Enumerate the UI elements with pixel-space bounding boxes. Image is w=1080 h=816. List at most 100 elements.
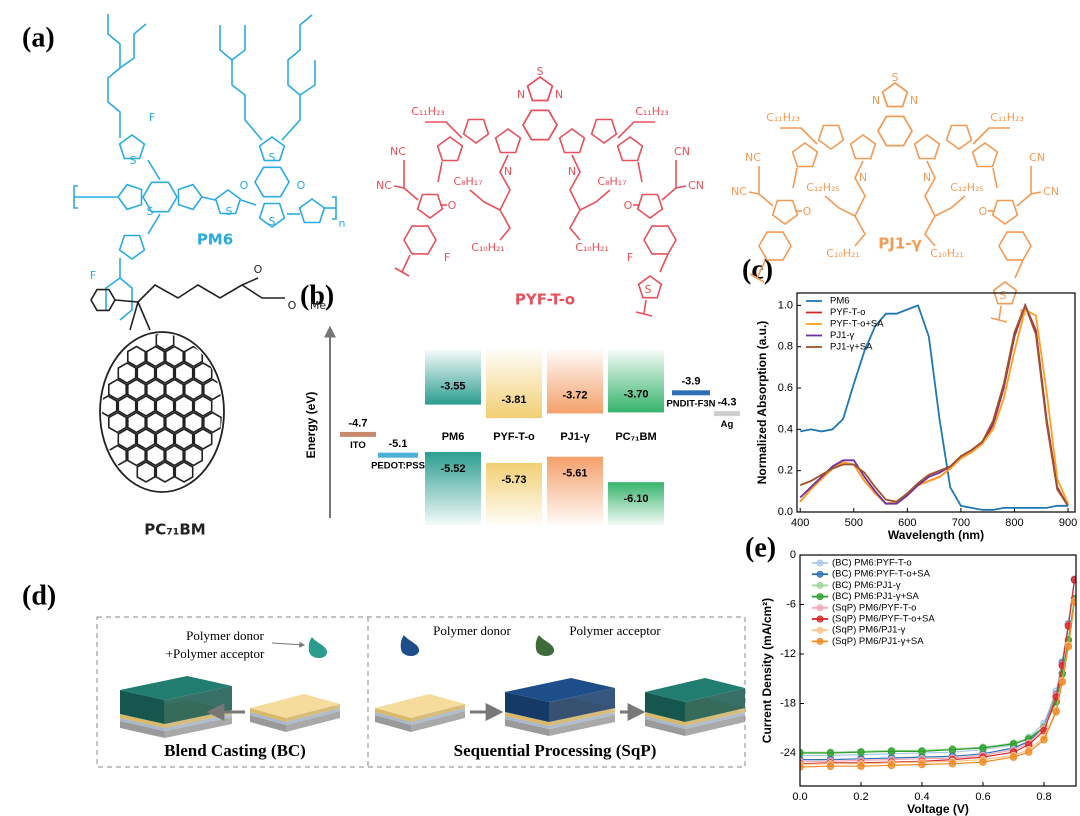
ring bbox=[174, 362, 194, 384]
bond bbox=[748, 191, 760, 195]
lumo-box bbox=[486, 350, 542, 419]
film-side bbox=[411, 704, 465, 722]
process-note: Polymer acceptor bbox=[569, 623, 661, 638]
panel-label: (e) bbox=[745, 532, 776, 563]
atom-label: O bbox=[254, 263, 263, 276]
y-tick-label: 0.4 bbox=[778, 423, 793, 435]
bond bbox=[332, 196, 337, 220]
x-tick-label: 0.8 bbox=[1036, 791, 1051, 803]
atom-label: CN bbox=[1043, 185, 1059, 198]
atom-label: O bbox=[240, 179, 249, 192]
ring bbox=[817, 124, 845, 150]
film-side bbox=[286, 708, 340, 725]
homo-box bbox=[547, 456, 603, 525]
lumo-box bbox=[425, 350, 481, 405]
bond bbox=[617, 121, 655, 139]
process-note: Polymer donor bbox=[433, 623, 511, 638]
ring bbox=[298, 198, 326, 224]
y-tick-label: 0.2 bbox=[778, 465, 793, 477]
ring bbox=[526, 76, 554, 102]
y-axis-label: Current Density (mA/cm²) bbox=[760, 598, 774, 743]
ring bbox=[165, 411, 184, 434]
ring bbox=[136, 428, 156, 450]
level-value: -4.7 bbox=[349, 417, 368, 429]
bond bbox=[758, 166, 774, 207]
homo-box bbox=[486, 462, 542, 525]
level-name: ITO bbox=[350, 440, 366, 451]
ring bbox=[436, 136, 464, 162]
marker bbox=[800, 749, 804, 757]
atom-label: C₁₁H₂₃ bbox=[766, 111, 800, 124]
plot-frame bbox=[796, 292, 1076, 513]
ring bbox=[184, 378, 203, 401]
ring bbox=[117, 395, 137, 417]
ring bbox=[117, 428, 137, 450]
atom-label: C₁₀H₂₁ bbox=[575, 241, 609, 254]
ring bbox=[117, 362, 137, 384]
film-side bbox=[645, 716, 685, 729]
atom-label: S bbox=[269, 215, 276, 228]
ring bbox=[136, 362, 156, 384]
ring bbox=[165, 345, 184, 368]
film-side bbox=[250, 712, 286, 725]
atom-label: S bbox=[1000, 289, 1007, 302]
atom-label: C₁₁H₂₃ bbox=[990, 111, 1024, 124]
series-line bbox=[800, 579, 1076, 765]
ring bbox=[146, 345, 165, 368]
atom-label: S bbox=[537, 65, 544, 78]
marker bbox=[948, 746, 957, 754]
film-side bbox=[505, 712, 549, 726]
y-tick-label: 1.0 bbox=[778, 299, 793, 311]
lumo-value: -3.72 bbox=[562, 389, 587, 401]
atom-label: F bbox=[627, 251, 633, 264]
lumo-value: -3.55 bbox=[440, 381, 465, 393]
film-top bbox=[250, 694, 340, 718]
y-tick-label: -12 bbox=[780, 648, 796, 660]
legend-marker bbox=[816, 570, 824, 578]
material-name: PJ1-γ bbox=[560, 431, 590, 443]
x-tick-label: 700 bbox=[952, 517, 970, 529]
bond bbox=[780, 127, 818, 145]
atom-label: C₈H₁₇ bbox=[597, 175, 626, 188]
atom-label: N bbox=[517, 88, 525, 101]
legend-label: PYF-T-o+SA bbox=[830, 319, 884, 330]
bond bbox=[499, 209, 511, 241]
ring bbox=[416, 193, 444, 219]
x-tick-label: 800 bbox=[1005, 517, 1023, 529]
film-side bbox=[411, 708, 465, 725]
legend-label: PJ1-γ bbox=[830, 330, 855, 341]
ring bbox=[643, 225, 677, 255]
film-side bbox=[375, 715, 411, 732]
ring bbox=[258, 202, 286, 228]
bond bbox=[569, 154, 611, 212]
legend-label: (SqP) PM6/PYF-T-o bbox=[832, 602, 916, 613]
legend-marker bbox=[816, 593, 824, 601]
film-side bbox=[645, 719, 685, 736]
bond bbox=[119, 23, 147, 69]
atom-label: O bbox=[624, 199, 633, 212]
bond bbox=[659, 253, 669, 273]
ring bbox=[136, 461, 156, 483]
bond bbox=[201, 196, 216, 201]
bond bbox=[998, 305, 1002, 321]
ring bbox=[945, 124, 973, 150]
y-tick-label: 0.0 bbox=[778, 506, 793, 518]
bond bbox=[749, 273, 765, 283]
film-top bbox=[645, 678, 745, 702]
film-side bbox=[120, 718, 165, 731]
ring bbox=[771, 199, 799, 225]
ring bbox=[992, 281, 1018, 305]
ring bbox=[118, 234, 146, 260]
ring bbox=[184, 444, 203, 467]
bond bbox=[393, 185, 405, 189]
bond bbox=[992, 167, 998, 189]
marker bbox=[1025, 748, 1033, 756]
material-name: PC₇₁BM bbox=[615, 431, 656, 443]
film-side bbox=[685, 715, 745, 736]
atom-label: O bbox=[297, 179, 306, 192]
lumo-box bbox=[547, 350, 603, 414]
atom-label: N bbox=[923, 171, 931, 184]
